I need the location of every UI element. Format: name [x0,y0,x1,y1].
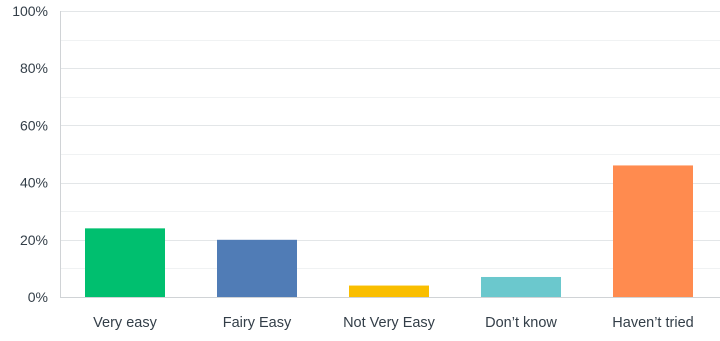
x-tick-label: Don’t know [485,315,557,331]
bar-5[interactable] [613,165,693,297]
y-tick-labels: 0% 20% 40% 60% 80% 100% [12,3,48,305]
gridlines [60,11,720,269]
bar-4[interactable] [481,276,561,297]
y-tick-label: 80% [20,60,48,76]
y-tick-label: 20% [20,232,48,248]
x-tick-label: Very easy [93,315,157,331]
x-tick-label: Not Very Easy [343,315,436,331]
bar-1[interactable] [85,228,165,297]
y-tick-label: 0% [28,289,48,305]
y-tick-label: 60% [20,117,48,133]
bar-2[interactable] [217,239,297,297]
y-tick-label: 40% [20,175,48,191]
x-tick-label: Haven’t tried [612,315,693,331]
x-tick-label: Fairy Easy [223,315,292,331]
bar-3[interactable] [349,285,429,297]
bars [85,165,693,297]
axes [60,11,720,298]
y-tick-label: 100% [12,3,48,19]
x-tick-labels: Very easy Fairy Easy Not Very Easy Don’t kn… [93,315,694,331]
